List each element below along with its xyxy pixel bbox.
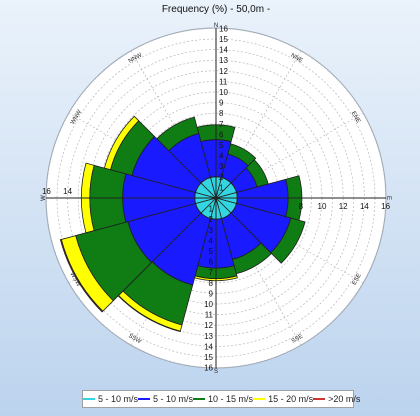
legend-label: >20 m/s [328, 394, 361, 404]
tick-label-south: 16 [204, 364, 213, 373]
tick-label-south: 8 [209, 279, 214, 288]
compass-label-nne: NNE [290, 53, 304, 65]
tick-label-north: 2 [219, 173, 224, 182]
legend-swatch [83, 398, 95, 400]
compass-label-ene: ENE [350, 111, 361, 125]
tick-label-north: 4 [219, 152, 224, 161]
legend-item: 5 - 10 m/s [138, 394, 193, 404]
tick-label-north: 13 [219, 56, 228, 65]
tick-label-south: 4 [209, 236, 214, 245]
tick-label-south: 9 [209, 289, 214, 298]
compass-label-n: N [214, 23, 218, 29]
tick-label-north: 16 [219, 24, 228, 33]
tick-label-north: 5 [219, 141, 224, 150]
tick-label-south: 15 [204, 353, 213, 362]
compass-label-sse: SSE [291, 334, 304, 345]
tick-label-south: 10 [204, 300, 213, 309]
tick-label-north: 14 [219, 46, 228, 55]
compass-label-w: W [41, 195, 47, 201]
compass-label-s: S [214, 369, 218, 375]
tick-label-south: 11 [205, 311, 214, 320]
tick-label-north: 12 [219, 67, 228, 76]
legend-swatch [313, 398, 326, 400]
polar-axes [46, 28, 386, 368]
tick-label-north: 10 [219, 88, 228, 97]
legend-label: 5 - 10 m/s [98, 394, 139, 404]
tick-label-north: 15 [219, 35, 228, 44]
tick-label-east: 12 [339, 202, 348, 211]
compass-label-e: E [385, 196, 391, 200]
tick-label-north: 9 [219, 99, 224, 108]
tick-label-north: 3 [219, 162, 224, 171]
legend-label: 5 - 10 m/s [153, 394, 194, 404]
legend-item: >20 m/s [313, 394, 360, 404]
tick-label-south: 5 [209, 247, 214, 256]
tick-label-south: 6 [209, 258, 214, 267]
tick-label-south: 13 [204, 332, 213, 341]
tick-label-south: 1 [209, 205, 214, 214]
radial-tick-labels: 1122334455667788991010111112121313141415… [42, 24, 391, 372]
legend-swatch [138, 398, 151, 400]
legend: 5 - 10 m/s 5 - 10 m/s 10 - 15 m/s 15 - 20 m… [82, 390, 360, 408]
tick-label-north: 7 [219, 120, 224, 129]
legend-swatch [193, 398, 206, 400]
tick-label-north: 6 [219, 130, 224, 139]
tick-label-east: 14 [360, 202, 369, 211]
legend-item: 15 - 20 m/s [253, 394, 313, 404]
tick-label-south: 7 [209, 268, 214, 277]
tick-label-west: 16 [42, 187, 51, 196]
legend-item: 10 - 15 m/s [193, 394, 253, 404]
tick-label-south: 2 [209, 215, 214, 224]
tick-label-west: 14 [63, 187, 72, 196]
legend-label: 10 - 15 m/s [208, 394, 254, 404]
tick-label-south: 12 [204, 321, 213, 330]
tick-label-north: 11 [219, 77, 228, 86]
legend-item: 5 - 10 m/s [83, 394, 138, 404]
tick-label-south: 14 [204, 342, 213, 351]
tick-label-east: 16 [381, 202, 390, 211]
legend-label: 15 - 20 m/s [268, 394, 314, 404]
tick-label-east: 8 [299, 202, 304, 211]
chart-title: Frequency (%) - 50,0m - [162, 4, 270, 15]
tick-label-north: 1 [219, 183, 224, 192]
tick-label-east: 10 [318, 202, 327, 211]
compass-label-ese: ESE [352, 273, 363, 286]
legend-swatch [253, 398, 266, 400]
tick-label-south: 3 [209, 226, 214, 235]
tick-label-north: 8 [219, 109, 224, 118]
